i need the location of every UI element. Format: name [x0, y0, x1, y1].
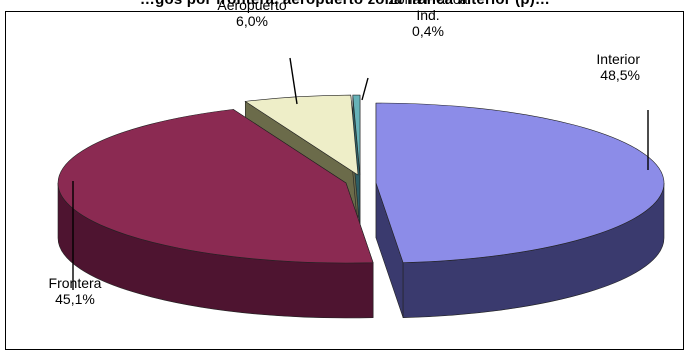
pie-value-2: 6,0%	[236, 13, 268, 29]
pie-name-3: Zona Franca	[388, 0, 468, 7]
pie-name-3: Ind.	[416, 7, 439, 23]
chart-frame	[5, 11, 684, 350]
pie-value-0: 48,5%	[600, 67, 640, 83]
pie-label-0: Interior 48,5%	[596, 51, 649, 170]
pie-label-1: Frontera 45,1%	[49, 181, 102, 307]
pie-label-text-0: Interior 48,5%	[596, 51, 640, 83]
pie-name-0: Interior	[596, 51, 640, 67]
pie-slice-3	[352, 94, 361, 176]
pie-value-3: 0,4%	[412, 23, 444, 39]
pie-slice-2	[244, 94, 359, 176]
pie-label-3: Zona FrancaInd.0,4%	[361, 0, 468, 101]
pie-label-text-1: Frontera 45,1%	[49, 275, 102, 307]
pie-tops	[57, 94, 665, 264]
pie-label-text-2: Aeropuerto 6,0%	[217, 0, 286, 29]
pie-slice-0	[375, 102, 665, 263]
pie-slice-1	[57, 109, 374, 264]
pie-leader-line-3	[361, 77, 369, 101]
pie-name-2: Aeropuerto	[217, 0, 286, 13]
pie-leader-line-2	[289, 57, 298, 105]
pie-label-2: Aeropuerto 6,0%	[217, 0, 298, 105]
chart-title: …gos por frontera, aeropuerto zona franc…	[0, 0, 690, 10]
pie-value-1: 45,1%	[55, 291, 95, 307]
chart-title-text: …gos por frontera, aeropuerto zona franc…	[0, 0, 690, 8]
pie-label-text-3: Zona FrancaInd.0,4%	[388, 0, 468, 39]
pie-name-1: Frontera	[49, 275, 102, 291]
